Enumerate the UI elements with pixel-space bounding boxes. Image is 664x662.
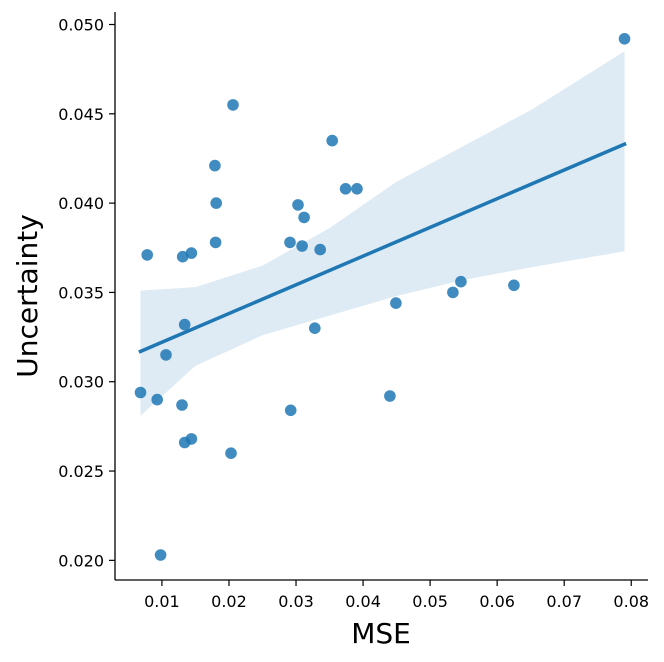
y-axis-label: Uncertainty <box>11 214 44 378</box>
confidence-band <box>140 51 625 416</box>
axes-layer <box>114 12 648 581</box>
data-point <box>209 159 221 172</box>
data-point <box>160 349 172 361</box>
data-point <box>314 243 327 256</box>
points-layer <box>134 33 631 561</box>
data-point <box>227 99 239 111</box>
data-point <box>284 236 296 249</box>
data-point <box>326 134 339 147</box>
y-tick-label: 0.045 <box>58 105 104 124</box>
x-tick-label: 0.05 <box>412 592 448 611</box>
y-tick-label: 0.035 <box>58 283 104 302</box>
x-axis-label: MSE <box>351 617 411 650</box>
y-tick-label: 0.040 <box>58 194 104 213</box>
data-point <box>339 183 352 195</box>
y-tick-label: 0.025 <box>58 462 104 481</box>
data-point <box>154 549 167 561</box>
data-point <box>296 240 308 252</box>
data-point <box>455 275 467 288</box>
data-point <box>351 183 363 195</box>
regression-line <box>138 141 627 354</box>
x-tick-label: 0.07 <box>546 592 582 611</box>
data-point <box>185 247 198 259</box>
data-point <box>210 197 222 209</box>
data-point <box>176 399 188 411</box>
data-point <box>447 286 459 299</box>
data-point <box>292 199 304 211</box>
data-point <box>134 386 147 399</box>
data-point <box>151 393 163 406</box>
regression-line-layer <box>138 141 627 354</box>
y-tick-label: 0.030 <box>58 373 104 392</box>
data-point <box>618 33 631 45</box>
x-tick-label: 0.03 <box>278 592 314 611</box>
data-point <box>178 318 191 331</box>
data-point <box>390 297 402 309</box>
data-point <box>508 279 520 292</box>
data-point <box>185 433 198 445</box>
data-point <box>141 249 153 261</box>
data-point <box>225 447 237 460</box>
x-tick-label: 0.01 <box>144 592 180 611</box>
y-tick-label: 0.050 <box>58 16 104 35</box>
data-point <box>209 236 222 249</box>
x-tick-label: 0.02 <box>211 592 247 611</box>
y-tick-label: 0.020 <box>58 551 104 570</box>
x-ticks-layer: 0.01 0.02 0.03 0.04 0.05 0.06 0.07 0.08 <box>144 580 649 611</box>
data-point <box>176 250 189 263</box>
data-point <box>384 390 396 402</box>
x-tick-label: 0.04 <box>345 592 381 611</box>
y-ticks-layer: 0.020 0.025 0.030 0.035 0.040 0.045 0.050 <box>58 16 115 570</box>
data-point <box>298 211 310 224</box>
x-tick-label: 0.06 <box>479 592 515 611</box>
data-point <box>284 404 297 417</box>
x-tick-label: 0.08 <box>613 592 649 611</box>
confidence-band-layer <box>140 51 625 416</box>
data-point <box>309 322 321 335</box>
